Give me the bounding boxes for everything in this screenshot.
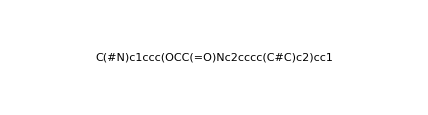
Text: C(#N)c1ccc(OCC(=O)Nc2cccc(C#C)c2)cc1: C(#N)c1ccc(OCC(=O)Nc2cccc(C#C)c2)cc1 [95, 53, 333, 62]
